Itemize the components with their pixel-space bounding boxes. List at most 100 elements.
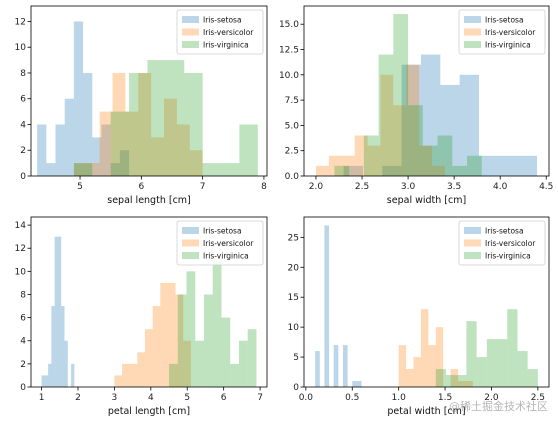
legend-label: Iris-virginica bbox=[485, 252, 531, 261]
legend: Iris-setosa Iris-versicolor Iris-virginica bbox=[176, 9, 264, 55]
hist-bar bbox=[315, 165, 329, 176]
hist-bar bbox=[419, 145, 433, 176]
hist-bar bbox=[239, 124, 258, 176]
hist-bar bbox=[382, 165, 402, 176]
x-tick-label: 6 bbox=[138, 182, 144, 192]
x-axis-label: petal length [cm] bbox=[108, 406, 190, 417]
x-tick-label: 7 bbox=[257, 393, 263, 403]
hist-bar bbox=[175, 294, 184, 387]
legend-swatch bbox=[182, 252, 199, 259]
hist-bar bbox=[112, 72, 126, 176]
hist-bar bbox=[144, 329, 153, 387]
legend-swatch bbox=[182, 41, 199, 48]
y-tick-label: 14 bbox=[15, 221, 27, 231]
panel-1: 5 6 7 8 0 2 4 6 8 10 12 sepal length [cm] Iris-setos… bbox=[15, 5, 268, 206]
hist-bar bbox=[435, 327, 444, 387]
hist-bar bbox=[92, 137, 102, 176]
hist-bar bbox=[458, 381, 466, 387]
hist-bar bbox=[48, 363, 52, 387]
x-tick-label: 4.5 bbox=[539, 182, 553, 192]
hist-bar bbox=[61, 306, 65, 387]
x-tick-label: 3.5 bbox=[447, 182, 461, 192]
y-tick-label: 8 bbox=[20, 69, 26, 79]
hist-bar bbox=[177, 294, 187, 387]
y-tick-label: 7.5 bbox=[285, 96, 299, 106]
hist-bar bbox=[129, 72, 148, 176]
legend-label: Iris-virginica bbox=[203, 252, 249, 261]
hist-bar bbox=[445, 375, 457, 387]
y-tick-label: 8 bbox=[20, 290, 26, 300]
hist-bar bbox=[413, 357, 421, 387]
y-tick-label: 2 bbox=[20, 360, 26, 370]
hist-bar bbox=[328, 155, 342, 176]
x-axis-label: sepal width [cm] bbox=[387, 195, 466, 206]
y-tick-label: 10.0 bbox=[279, 71, 299, 81]
y-tick-label: 2.5 bbox=[285, 147, 299, 157]
series-virginica bbox=[435, 309, 538, 387]
hist-bar bbox=[354, 135, 368, 176]
x-tick-label: 0.5 bbox=[345, 393, 359, 403]
hist-bar bbox=[46, 163, 56, 176]
x-tick-label: 5 bbox=[77, 182, 83, 192]
y-tick-label: 15 bbox=[288, 293, 299, 303]
hist-bar bbox=[343, 165, 363, 176]
hist-bar bbox=[176, 124, 190, 176]
legend-label: Iris-versicolor bbox=[485, 28, 536, 37]
hist-bar bbox=[122, 363, 130, 387]
series-versicolor bbox=[114, 282, 191, 387]
y-tick-label: 10 bbox=[15, 43, 27, 53]
hist-bar bbox=[71, 363, 75, 387]
series-setosa bbox=[41, 236, 75, 387]
x-tick-label: 5 bbox=[184, 393, 190, 403]
hist-bar bbox=[437, 135, 453, 176]
hist-bar bbox=[138, 72, 152, 176]
hist-bar bbox=[83, 72, 93, 176]
hist-bar bbox=[367, 145, 381, 176]
panel-2: 2.0 2.5 3.0 3.5 4.0 4.5 0.0 2.5 5.0 7.5 10.0 12.5 15… bbox=[279, 5, 553, 206]
hist-bar bbox=[110, 111, 130, 176]
legend: Iris-setosa Iris-versicolor Iris-virginica bbox=[176, 220, 264, 266]
hist-bar bbox=[203, 294, 213, 387]
x-tick-label: 1.0 bbox=[391, 393, 406, 403]
series-versicolor bbox=[398, 309, 473, 387]
legend-label: Iris-virginica bbox=[203, 41, 249, 50]
hist-bar bbox=[41, 375, 45, 387]
hist-bar bbox=[189, 150, 203, 176]
axes-frame bbox=[303, 216, 550, 388]
hist-bar bbox=[54, 236, 58, 387]
hist-bar bbox=[238, 340, 248, 387]
y-tick-label: 6 bbox=[20, 95, 26, 105]
hist-bar bbox=[341, 155, 355, 176]
hist-bar bbox=[450, 369, 459, 387]
hist-bar bbox=[406, 64, 420, 176]
hist-bar bbox=[398, 345, 407, 387]
hist-bar bbox=[486, 339, 498, 387]
hist-bar bbox=[51, 306, 55, 387]
legend-swatch bbox=[182, 28, 199, 36]
legend: Iris-setosa Iris-versicolor Iris-virginica bbox=[458, 9, 546, 55]
series-versicolor bbox=[315, 64, 445, 176]
hist-bar bbox=[247, 329, 257, 387]
legend-swatch bbox=[182, 239, 199, 247]
y-tick-label: 20 bbox=[288, 263, 300, 273]
axes-frame bbox=[30, 5, 268, 177]
legend-label: Iris-versicolor bbox=[485, 239, 536, 248]
hist-bar bbox=[169, 363, 178, 387]
hist-bar bbox=[165, 60, 185, 176]
x-axis-label: sepal length [cm] bbox=[107, 195, 191, 206]
hist-bar bbox=[195, 340, 204, 387]
hist-bar bbox=[456, 375, 467, 387]
hist-bar bbox=[507, 309, 518, 387]
hist-bar bbox=[527, 369, 538, 387]
y-tick-label: 10 bbox=[15, 267, 27, 277]
series-setosa bbox=[37, 21, 130, 177]
hist-bar bbox=[55, 124, 65, 176]
legend-box bbox=[176, 220, 264, 266]
hist-bar bbox=[432, 165, 445, 176]
series-setosa bbox=[315, 225, 362, 387]
legend-swatch bbox=[182, 16, 199, 23]
hist-bar bbox=[167, 282, 176, 387]
x-tick-label: 2.5 bbox=[355, 182, 369, 192]
y-tick-label: 12.5 bbox=[279, 46, 299, 56]
